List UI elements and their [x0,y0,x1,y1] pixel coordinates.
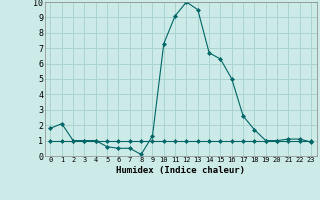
X-axis label: Humidex (Indice chaleur): Humidex (Indice chaleur) [116,166,245,175]
